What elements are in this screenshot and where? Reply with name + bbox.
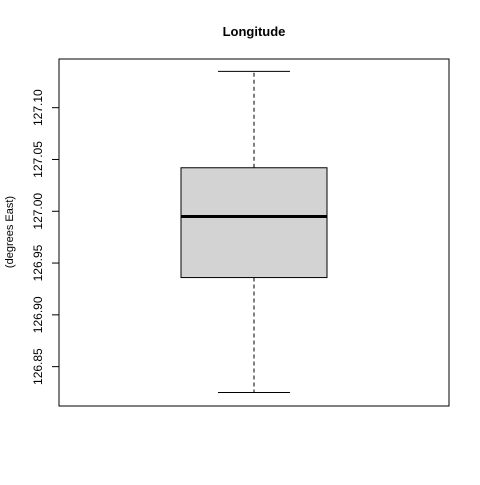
y-axis: 126.85 126.90 126.95 127.00 127.05 127.10: [31, 89, 60, 385]
y-tick-label: 126.95: [31, 244, 45, 281]
y-axis-label: (degrees East): [4, 196, 16, 268]
y-tick-label: 127.05: [31, 141, 45, 178]
chart-title: Longitude: [223, 24, 286, 39]
y-tick-label: 127.00: [31, 193, 45, 230]
y-tick-label: 126.85: [31, 348, 45, 385]
interquartile-box: [180, 167, 328, 279]
box-group: [180, 70, 328, 394]
y-tick-label: 127.10: [31, 89, 45, 126]
y-tick-label: 126.90: [31, 296, 45, 333]
